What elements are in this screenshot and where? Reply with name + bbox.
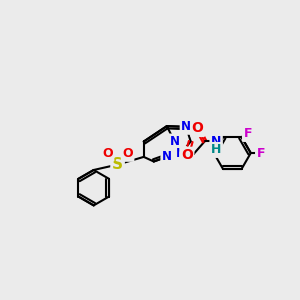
Text: N: N [181,120,191,134]
Text: F: F [256,146,265,160]
Text: F: F [243,128,252,140]
Text: N: N [176,147,186,160]
Text: N: N [211,135,221,148]
Text: H: H [211,143,221,157]
Text: S: S [112,157,123,172]
Text: N: N [169,135,179,148]
Text: N: N [162,150,172,164]
Text: O: O [102,147,113,160]
Text: O: O [192,122,204,135]
Text: O: O [122,147,133,160]
Text: O: O [181,148,193,162]
